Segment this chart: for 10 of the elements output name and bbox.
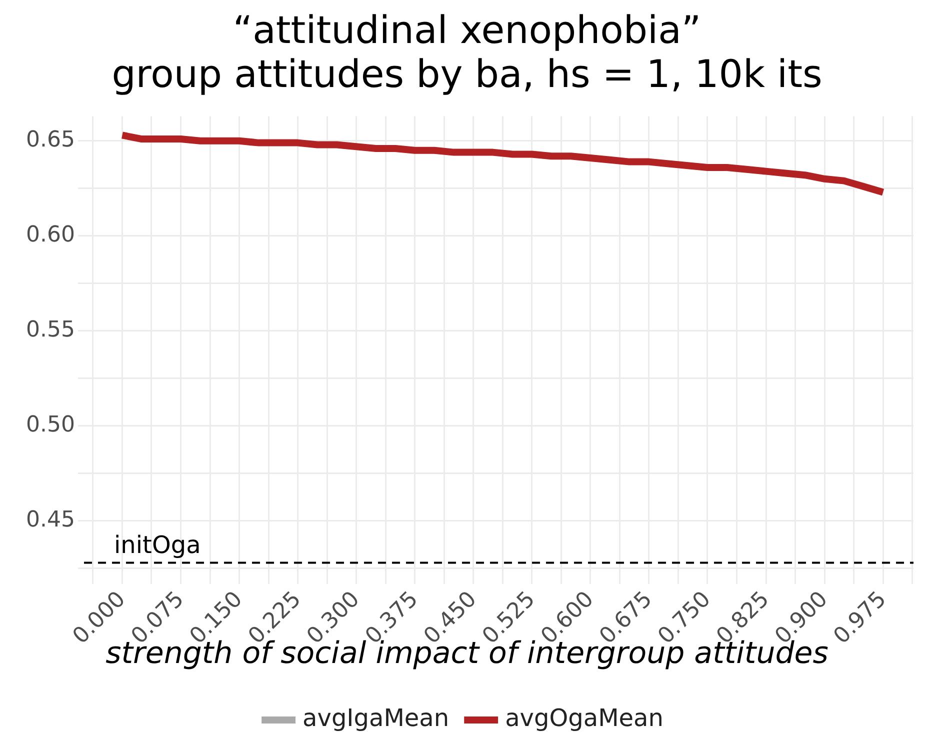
y-tick-label: 0.55 — [26, 318, 75, 343]
y-tick-label: 0.60 — [26, 222, 75, 248]
y-tick-label: 0.50 — [26, 412, 75, 438]
legend-label: avgOgaMean — [505, 704, 664, 732]
chart-subtitle: group attitudes by ba, hs = 1, 10k its — [110, 52, 824, 96]
ref-line-label: initOga — [114, 531, 201, 560]
chart-title: “attitudinal xenophobia” — [232, 8, 702, 52]
legend-label: avgIgaMean — [302, 704, 450, 732]
y-tick-label: 0.65 — [26, 128, 75, 153]
y-tick-label: 0.45 — [26, 508, 75, 533]
